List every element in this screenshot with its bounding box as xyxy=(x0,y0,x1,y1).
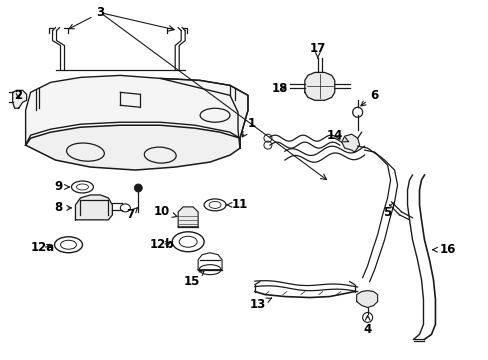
Text: 4: 4 xyxy=(363,315,371,336)
Text: 3: 3 xyxy=(69,6,104,29)
Circle shape xyxy=(134,184,142,192)
Text: 14: 14 xyxy=(326,129,348,142)
Polygon shape xyxy=(13,90,26,108)
Polygon shape xyxy=(178,207,198,227)
Text: 18: 18 xyxy=(271,82,287,95)
Text: 1: 1 xyxy=(242,117,256,137)
Text: 12b: 12b xyxy=(150,238,174,251)
Text: 13: 13 xyxy=(249,298,271,311)
Text: 15: 15 xyxy=(183,270,204,288)
Text: 17: 17 xyxy=(309,42,325,58)
Text: 8: 8 xyxy=(54,201,71,215)
Text: 6: 6 xyxy=(360,89,378,106)
Text: 7: 7 xyxy=(126,208,137,221)
Polygon shape xyxy=(25,75,247,145)
Text: 10: 10 xyxy=(154,205,177,219)
Polygon shape xyxy=(356,291,377,307)
Polygon shape xyxy=(75,195,112,220)
Polygon shape xyxy=(160,78,247,148)
Polygon shape xyxy=(25,125,240,170)
Text: 2: 2 xyxy=(15,89,22,102)
Text: 5: 5 xyxy=(383,203,393,219)
Text: 11: 11 xyxy=(226,198,247,211)
Text: 12a: 12a xyxy=(30,241,55,254)
Polygon shape xyxy=(341,134,359,152)
Text: 16: 16 xyxy=(432,243,455,256)
Polygon shape xyxy=(304,72,334,100)
Text: 9: 9 xyxy=(54,180,69,193)
